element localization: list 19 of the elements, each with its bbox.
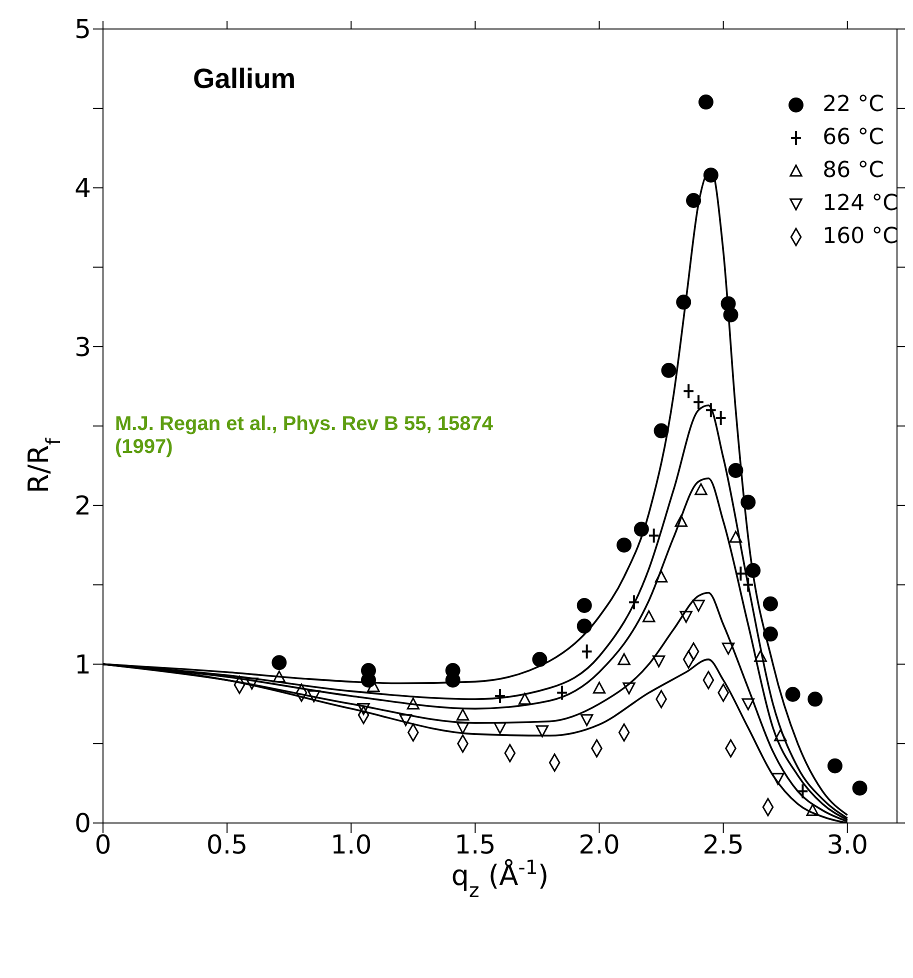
x-tick-label: 0.5 [206,830,248,860]
y-tick-label: 1 [74,650,91,680]
y-tick-label: 3 [74,332,91,363]
legend-label: 160 °C [822,224,898,249]
legend-label: 66 °C [822,125,884,150]
annotation: Gallium [193,63,296,95]
annotation: M.J. Regan et al., Phys. Rev B 55, 15874 (1997) [115,413,494,459]
x-tick-label: 1.0 [330,830,372,860]
x-tick-label: 3.0 [826,830,868,860]
legend-label: 124 °C [822,191,898,216]
x-tick-label: 0 [94,830,112,860]
y-tick-label: 4 [74,174,91,204]
x-tick-label: 2.0 [578,830,620,860]
y-tick-label: 2 [74,492,91,522]
y-tick-label: 0 [74,809,91,840]
x-tick-label: 2.5 [702,830,744,860]
legend-label: 22 °C [822,92,884,117]
legend-label: 86 °C [822,158,884,183]
y-tick-label: 5 [74,15,91,46]
